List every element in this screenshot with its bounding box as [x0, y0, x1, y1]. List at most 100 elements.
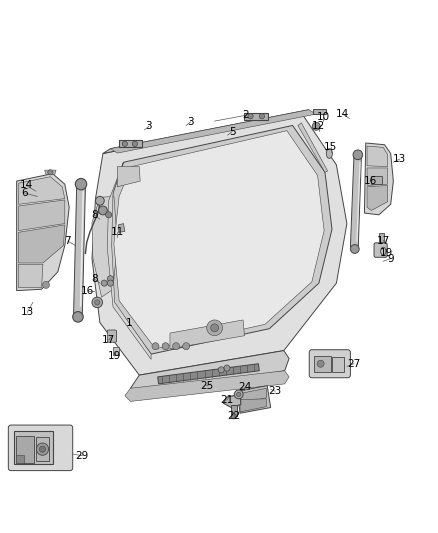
Text: 19: 19	[380, 248, 393, 259]
Text: 16: 16	[81, 286, 94, 296]
Bar	[231, 405, 237, 416]
Circle shape	[234, 390, 243, 399]
Polygon shape	[114, 131, 324, 349]
Circle shape	[75, 179, 87, 190]
Polygon shape	[131, 351, 289, 395]
Polygon shape	[18, 177, 65, 204]
Bar	[113, 347, 119, 355]
Text: 16: 16	[364, 176, 377, 186]
Text: 25: 25	[200, 381, 213, 391]
Text: 6: 6	[21, 188, 28, 198]
Polygon shape	[237, 386, 271, 413]
Circle shape	[95, 197, 104, 205]
Polygon shape	[158, 364, 259, 384]
Text: 27: 27	[347, 359, 360, 369]
Polygon shape	[92, 114, 347, 375]
Text: 29: 29	[76, 451, 89, 461]
Polygon shape	[18, 264, 43, 287]
Bar	[244, 113, 268, 120]
Polygon shape	[17, 174, 69, 290]
FancyBboxPatch shape	[309, 350, 350, 378]
Text: 12: 12	[312, 122, 325, 131]
Bar	[314, 356, 331, 373]
Circle shape	[237, 392, 241, 397]
Bar	[16, 455, 24, 463]
Circle shape	[317, 360, 324, 367]
Text: 23: 23	[268, 386, 282, 397]
Text: 8: 8	[91, 274, 98, 284]
Circle shape	[42, 281, 49, 288]
Ellipse shape	[381, 247, 386, 255]
Text: 3: 3	[145, 122, 152, 131]
Circle shape	[211, 324, 219, 332]
Bar	[379, 233, 384, 243]
Bar	[14, 431, 53, 464]
Bar	[371, 176, 382, 184]
Text: 8: 8	[91, 210, 98, 220]
Bar	[16, 435, 34, 463]
FancyBboxPatch shape	[374, 243, 387, 257]
Circle shape	[73, 312, 83, 322]
Polygon shape	[367, 146, 388, 167]
Circle shape	[353, 150, 363, 159]
Polygon shape	[45, 170, 56, 174]
FancyBboxPatch shape	[107, 330, 117, 342]
Circle shape	[173, 343, 180, 350]
Text: 17: 17	[102, 335, 115, 345]
Circle shape	[107, 276, 113, 282]
Polygon shape	[170, 320, 244, 349]
Circle shape	[122, 141, 127, 147]
Text: 1: 1	[126, 318, 133, 328]
Polygon shape	[103, 110, 309, 154]
Circle shape	[350, 245, 359, 253]
Text: 15: 15	[324, 142, 337, 152]
Polygon shape	[117, 167, 140, 187]
Text: 10: 10	[317, 112, 330, 122]
Polygon shape	[107, 162, 151, 359]
Text: 21: 21	[220, 395, 233, 405]
Text: 13: 13	[393, 154, 406, 164]
Circle shape	[259, 114, 265, 119]
Circle shape	[92, 297, 102, 308]
Text: 14: 14	[20, 181, 33, 190]
Circle shape	[107, 280, 113, 286]
Circle shape	[218, 367, 224, 373]
Bar	[36, 437, 49, 462]
Bar	[119, 140, 142, 147]
Circle shape	[248, 114, 253, 119]
Text: 13: 13	[21, 308, 34, 318]
Text: 11: 11	[111, 228, 124, 237]
Text: 7: 7	[64, 236, 71, 246]
Circle shape	[207, 320, 223, 336]
Circle shape	[48, 169, 53, 175]
Circle shape	[183, 343, 190, 350]
Circle shape	[36, 443, 49, 455]
Circle shape	[101, 280, 107, 286]
Polygon shape	[223, 394, 241, 408]
Polygon shape	[74, 187, 85, 314]
Polygon shape	[18, 200, 65, 231]
Polygon shape	[350, 157, 361, 247]
Bar	[332, 357, 344, 372]
Polygon shape	[110, 110, 316, 153]
Circle shape	[312, 123, 320, 130]
Bar	[313, 109, 326, 114]
Circle shape	[99, 206, 107, 215]
Text: 14: 14	[336, 109, 349, 119]
Text: 17: 17	[377, 236, 390, 246]
Polygon shape	[240, 388, 266, 403]
Polygon shape	[109, 125, 332, 354]
FancyBboxPatch shape	[8, 425, 73, 471]
Text: 24: 24	[238, 382, 251, 392]
Circle shape	[152, 343, 159, 350]
Circle shape	[231, 414, 237, 419]
Polygon shape	[298, 123, 328, 172]
Polygon shape	[118, 223, 125, 232]
Polygon shape	[92, 197, 117, 297]
Polygon shape	[125, 371, 289, 401]
Polygon shape	[367, 168, 388, 185]
Text: 5: 5	[229, 127, 236, 136]
Polygon shape	[240, 399, 266, 412]
Circle shape	[162, 343, 169, 350]
Text: 3: 3	[187, 117, 194, 127]
